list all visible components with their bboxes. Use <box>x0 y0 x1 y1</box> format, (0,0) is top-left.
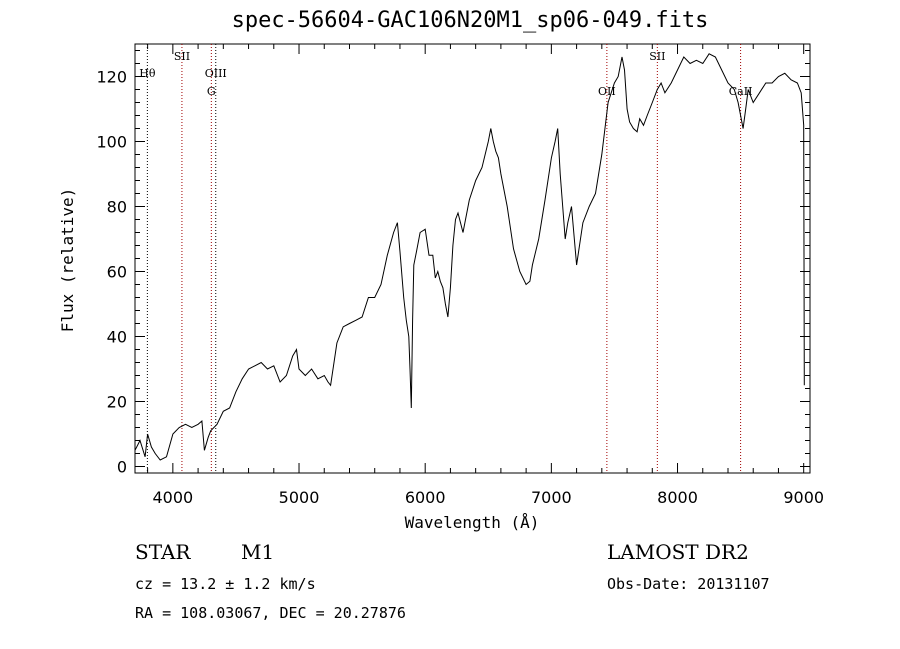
x-tick-label: 4000 <box>152 488 193 507</box>
ra-dec-text: RA = 108.03067, DEC = 20.27876 <box>135 604 406 622</box>
redshift-text: cz = 13.2 ± 1.2 km/s <box>135 575 316 593</box>
chart-title: spec-56604-GAC106N20M1_sp06-049.fits <box>231 8 709 33</box>
spectrum-line <box>134 53 805 461</box>
y-tick-label: 20 <box>107 393 127 412</box>
x-tick-label: 9000 <box>783 488 824 507</box>
y-tick-label: 40 <box>107 328 127 347</box>
line-marker-label: Hθ <box>139 67 156 80</box>
x-tick-label: 7000 <box>531 488 572 507</box>
y-tick-label: 60 <box>107 263 127 282</box>
y-axis-label: Flux (relative) <box>58 188 77 333</box>
y-tick-label: 100 <box>96 133 127 152</box>
line-marker-label: G <box>207 85 216 98</box>
x-tick-label: 6000 <box>405 488 446 507</box>
line-marker-label: SII <box>649 50 665 63</box>
plot-frame <box>134 43 811 474</box>
line-marker-label: OIII <box>205 67 227 80</box>
line-marker-label: SII <box>174 50 190 63</box>
x-tick-label: 8000 <box>657 488 698 507</box>
line-marker-label: CaII <box>729 85 753 98</box>
object-class: STAR <box>135 540 191 564</box>
survey-name: LAMOST DR2 <box>607 540 749 564</box>
y-tick-label: 0 <box>117 458 127 477</box>
x-tick-label: 5000 <box>279 488 320 507</box>
y-tick-label: 120 <box>96 68 127 87</box>
axis-ticks: 4000 5000 6000 7000 8000 9000 0 20 40 60 80 100 120 <box>96 44 824 507</box>
y-tick-label: 80 <box>107 198 127 217</box>
x-axis-label: Wavelength (Å) <box>405 513 540 532</box>
obs-date-text: Obs-Date: 20131107 <box>607 575 770 593</box>
object-subclass: M1 <box>241 540 275 564</box>
line-marker-label: OII <box>598 85 616 98</box>
line-markers: Hθ SII OIII G OII SII CaII <box>139 44 752 473</box>
